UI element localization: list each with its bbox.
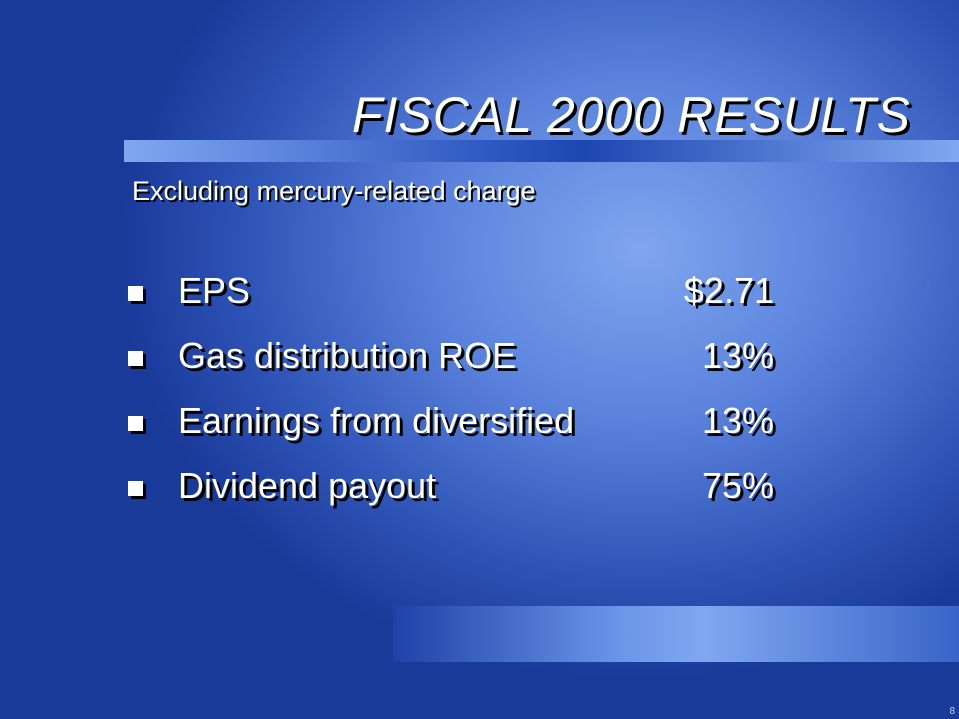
bullet	[128, 481, 143, 496]
bullet-row: EPS $2.71	[128, 270, 774, 320]
item-value: $2.71	[683, 270, 774, 311]
item-value: 75%	[701, 465, 774, 506]
item-label: Earnings from diversified	[178, 400, 575, 441]
item-label: Dividend payout	[178, 465, 437, 506]
bullet-row: Earnings from diversified 13%	[128, 400, 774, 450]
item-label: EPS	[178, 270, 251, 311]
item-label: Gas distribution ROE	[178, 335, 517, 376]
bullet	[128, 416, 143, 431]
bullet	[128, 351, 143, 366]
bullet-row: Dividend payout 75%	[128, 465, 774, 515]
item-value: 13%	[701, 400, 774, 441]
footer-bar	[393, 606, 959, 662]
item-value: 13%	[701, 335, 774, 376]
page-number: 8	[949, 706, 955, 717]
title-bar	[124, 140, 959, 162]
subtitle: Excluding mercury-related charge	[132, 176, 536, 206]
title: FISCAL 2000 RESULTS	[351, 87, 911, 143]
bullet-row: Gas distribution ROE 13%	[128, 335, 774, 385]
bullet	[128, 286, 143, 301]
